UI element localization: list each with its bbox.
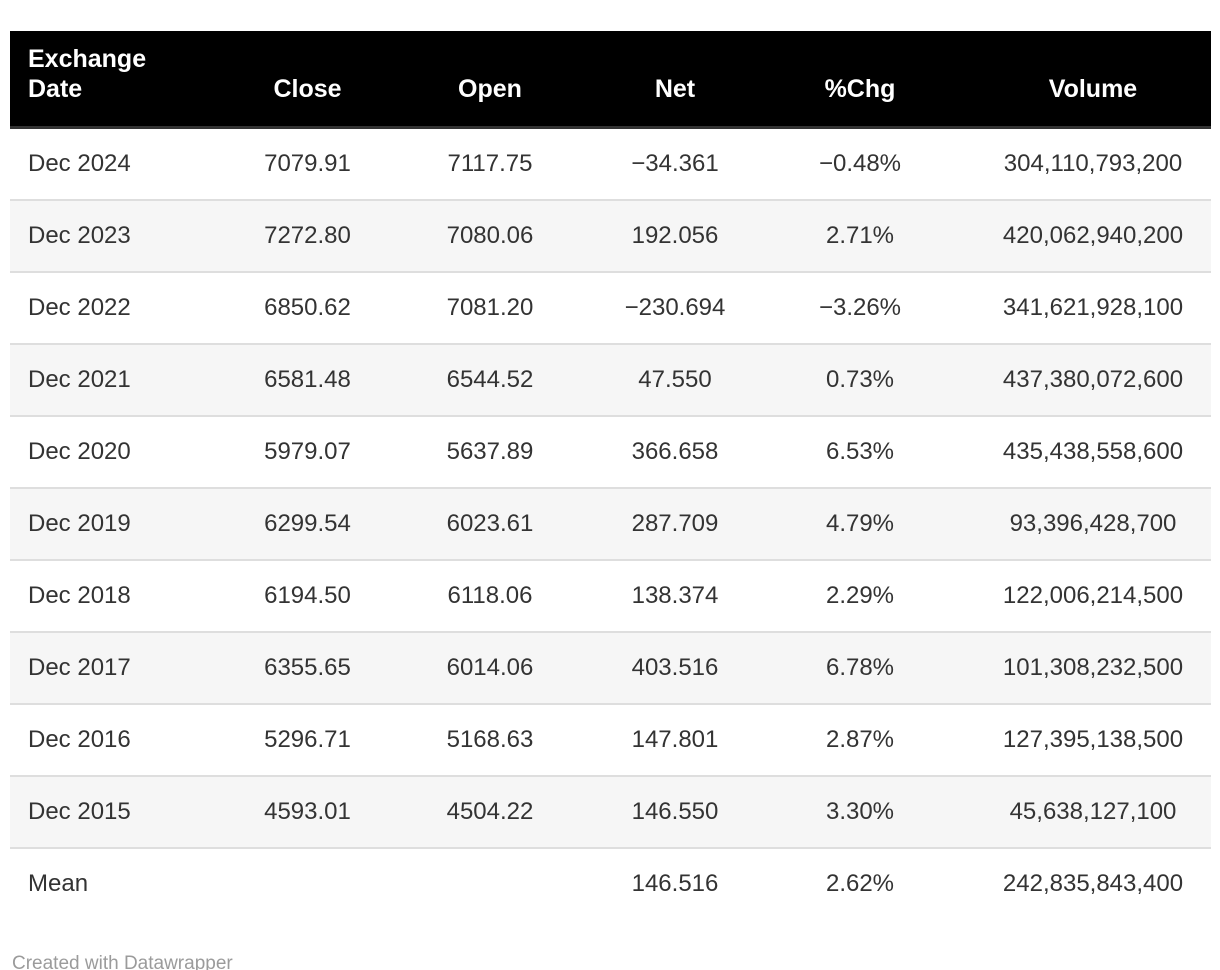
cell-open: 6544.52: [395, 343, 585, 416]
datawrapper-attribution-link[interactable]: Created with Datawrapper: [12, 953, 233, 970]
cell-close: 5979.07: [220, 415, 395, 488]
exchange-data-table: Exchange Date Close Open Net %Chg Volume…: [10, 31, 1211, 919]
cell-close: [220, 847, 395, 919]
cell-pctchg: 6.53%: [765, 415, 955, 488]
cell-exchange-date: Mean: [10, 847, 220, 919]
column-header-net: Net: [585, 31, 765, 129]
cell-net: 146.550: [585, 775, 765, 848]
column-header-volume: Volume: [955, 31, 1211, 129]
cell-open: 6014.06: [395, 631, 585, 704]
table-row: Dec 2019 6299.54 6023.61 287.709 4.79% 9…: [10, 487, 1211, 560]
cell-volume: 101,308,232,500: [955, 631, 1211, 704]
cell-open: 6118.06: [395, 559, 585, 632]
table-row: Dec 2022 6850.62 7081.20 −230.694 −3.26%…: [10, 271, 1211, 344]
column-header-label: Exchange Date: [28, 45, 147, 103]
cell-net: 138.374: [585, 559, 765, 632]
cell-pctchg: 4.79%: [765, 487, 955, 560]
cell-pctchg: −3.26%: [765, 271, 955, 344]
column-header-close: Close: [220, 31, 395, 129]
cell-open: 7081.20: [395, 271, 585, 344]
table-row: Dec 2018 6194.50 6118.06 138.374 2.29% 1…: [10, 559, 1211, 632]
cell-net: −230.694: [585, 271, 765, 344]
table-row: Dec 2016 5296.71 5168.63 147.801 2.87% 1…: [10, 703, 1211, 776]
cell-close: 7079.91: [264, 150, 351, 177]
cell-close: 4593.01: [220, 775, 395, 848]
cell-net: 47.550: [585, 343, 765, 416]
column-header-exchange-date: Exchange Date: [10, 31, 220, 129]
table-footer: Created with Datawrapper: [12, 953, 1220, 970]
cell-volume: 304,110,793,200: [1003, 150, 1183, 177]
table-header: Exchange Date Close Open Net %Chg Volume: [10, 31, 1211, 129]
cell-exchange-date: Dec 2024: [28, 150, 131, 177]
cell-close: 6299.54: [220, 487, 395, 560]
cell-exchange-date: Dec 2018: [10, 559, 220, 632]
column-header-pctchg: %Chg: [765, 31, 955, 129]
header-row: Exchange Date Close Open Net %Chg Volume: [10, 31, 1211, 129]
cell-open: 5168.63: [395, 703, 585, 776]
cell-net: 403.516: [585, 631, 765, 704]
cell-volume: 420,062,940,200: [955, 199, 1211, 272]
cell-net: 366.658: [585, 415, 765, 488]
table-body: Dec 2024 7079.91 7117.75 −34.361 −0.48% …: [10, 128, 1211, 919]
cell-exchange-date: Dec 2016: [10, 703, 220, 776]
cell-open: 5637.89: [395, 415, 585, 488]
cell-net: 192.056: [585, 199, 765, 272]
cell-close: 6581.48: [220, 343, 395, 416]
cell-volume: 435,438,558,600: [955, 415, 1211, 488]
cell-volume: 242,835,843,400: [955, 847, 1211, 919]
cell-net: 287.709: [585, 487, 765, 560]
table-row: Dec 2015 4593.01 4504.22 146.550 3.30% 4…: [10, 775, 1211, 848]
cell-open: 6023.61: [395, 487, 585, 560]
cell-close: 6850.62: [220, 271, 395, 344]
cell-close: 5296.71: [220, 703, 395, 776]
cell-volume: 45,638,127,100: [955, 775, 1211, 848]
cell-pctchg: 0.73%: [765, 343, 955, 416]
cell-open: 4504.22: [395, 775, 585, 848]
cell-exchange-date: Dec 2020: [10, 415, 220, 488]
table-row: Dec 2020 5979.07 5637.89 366.658 6.53% 4…: [10, 415, 1211, 488]
cell-close: 7272.80: [220, 199, 395, 272]
cell-open: 7117.75: [447, 150, 533, 177]
cell-volume: 93,396,428,700: [955, 487, 1211, 560]
cell-pctchg: 3.30%: [765, 775, 955, 848]
cell-pctchg: 6.78%: [765, 631, 955, 704]
cell-volume: 341,621,928,100: [955, 271, 1211, 344]
cell-exchange-date: Dec 2019: [10, 487, 220, 560]
cell-exchange-date: Dec 2023: [10, 199, 220, 272]
cell-pctchg: 2.62%: [765, 847, 955, 919]
cell-net: −34.361: [631, 150, 719, 177]
cell-exchange-date: Dec 2017: [10, 631, 220, 704]
column-header-open: Open: [395, 31, 585, 129]
cell-pctchg: 2.87%: [765, 703, 955, 776]
cell-exchange-date: Dec 2022: [10, 271, 220, 344]
cell-net: 146.516: [585, 847, 765, 919]
cell-exchange-date: Dec 2015: [10, 775, 220, 848]
cell-pctchg: 2.29%: [765, 559, 955, 632]
cell-volume: 437,380,072,600: [955, 343, 1211, 416]
table-row: Dec 2021 6581.48 6544.52 47.550 0.73% 43…: [10, 343, 1211, 416]
cell-net: 147.801: [585, 703, 765, 776]
cell-pctchg: −0.48%: [818, 150, 902, 177]
cell-open: [395, 847, 585, 919]
cell-volume: 127,395,138,500: [955, 703, 1211, 776]
cell-open: 7080.06: [395, 199, 585, 272]
table-row-mean: Mean 146.516 2.62% 242,835,843,400: [10, 847, 1211, 919]
table-row: Dec 2024 7079.91 7117.75 −34.361 −0.48% …: [10, 128, 1211, 201]
cell-close: 6194.50: [220, 559, 395, 632]
cell-close: 6355.65: [220, 631, 395, 704]
cell-exchange-date: Dec 2021: [10, 343, 220, 416]
cell-pctchg: 2.71%: [765, 199, 955, 272]
table-row: Dec 2023 7272.80 7080.06 192.056 2.71% 4…: [10, 199, 1211, 272]
table-row: Dec 2017 6355.65 6014.06 403.516 6.78% 1…: [10, 631, 1211, 704]
cell-volume: 122,006,214,500: [955, 559, 1211, 632]
